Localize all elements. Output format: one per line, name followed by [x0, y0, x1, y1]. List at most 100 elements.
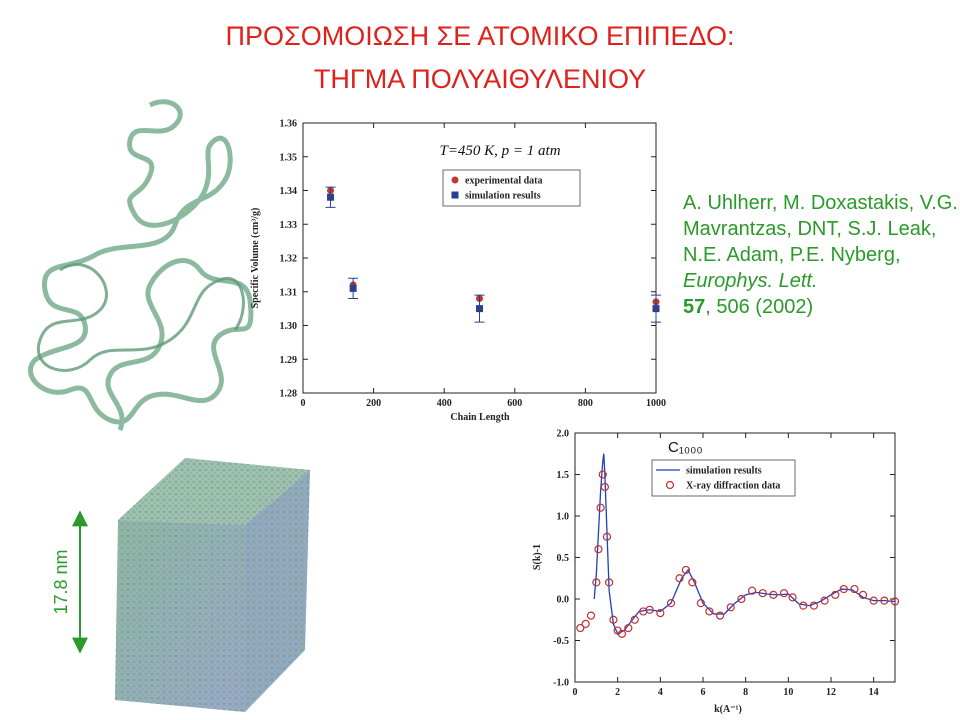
legend-label: X-ray diffraction data — [686, 481, 780, 492]
x-tick-label: 2 — [615, 687, 620, 698]
y-tick-label: 1.32 — [280, 254, 298, 265]
x-tick-label: 200 — [366, 398, 381, 409]
legend-label: simulation results — [686, 466, 762, 477]
citation-journal: Europhys. Lett. — [683, 270, 818, 292]
y-tick-label: -0.5 — [553, 636, 569, 647]
data-point — [880, 596, 889, 605]
data-point — [696, 599, 705, 608]
cube-image — [115, 458, 310, 712]
y-tick-label: 2.0 — [557, 429, 570, 440]
data-point — [681, 565, 691, 575]
data-point — [769, 590, 778, 599]
y-tick-label: 0.0 — [557, 595, 570, 606]
citation: A. Uhlherr, M. Doxastakis, V.G. Mavrantz… — [683, 190, 958, 320]
data-point — [737, 594, 746, 604]
data-point — [758, 589, 767, 598]
data-point — [602, 532, 612, 541]
legend-swatch — [451, 191, 459, 199]
data-point — [624, 623, 633, 633]
x-tick-label: 12 — [826, 687, 836, 698]
data-point — [656, 609, 665, 618]
y-axis-label: S(k)-1 — [532, 544, 543, 570]
data-point — [839, 584, 848, 594]
x-tick-label: 0 — [301, 398, 306, 409]
annotation: C₁₀₀₀ — [668, 439, 703, 456]
x-tick-label: 0 — [573, 687, 578, 698]
legend-swatch — [665, 480, 675, 490]
x-tick-label: 6 — [701, 687, 706, 698]
y-tick-label: 1.5 — [557, 470, 570, 481]
data-point — [688, 578, 697, 587]
data-point — [592, 578, 601, 587]
data-point — [788, 593, 797, 602]
x-tick-label: 1000 — [646, 398, 666, 409]
y-tick-label: 1.31 — [280, 287, 298, 298]
data-point — [799, 601, 808, 610]
polymer-chain-image — [28, 99, 254, 431]
data-point — [747, 586, 757, 595]
data-point — [605, 578, 614, 587]
data-point — [586, 611, 596, 620]
data-point — [596, 503, 605, 512]
data-point — [726, 603, 735, 612]
legend-box — [442, 169, 581, 207]
data-point — [476, 305, 483, 313]
data-point — [609, 615, 618, 624]
slide-title-line: ΠΡΟΣΟΜΟΙΩΣΗ ΣΕ ΑΤΟΜΙΚΟ ΕΠΙΠΕΔΟ: — [226, 21, 735, 51]
data-point — [617, 629, 627, 638]
data-point — [598, 470, 607, 479]
x-tick-label: 14 — [869, 687, 879, 698]
data-line — [593, 453, 896, 635]
y-tick-label: 1.30 — [280, 321, 298, 332]
y-tick-label: 0.5 — [557, 553, 570, 564]
y-tick-label: -1.0 — [553, 678, 569, 689]
data-point — [645, 605, 654, 614]
data-point — [600, 482, 609, 492]
x-tick-label: 4 — [658, 687, 663, 698]
plot-frame — [302, 122, 657, 394]
citation-pages: , 506 (2002) — [705, 296, 814, 318]
x-tick-label: 400 — [437, 398, 452, 409]
data-point — [581, 619, 590, 629]
data-point — [850, 584, 859, 594]
data-point — [820, 596, 829, 605]
y-tick-label: 1.33 — [280, 220, 298, 231]
citation-authors: A. Uhlherr, M. Doxastakis, V.G. Mavrantz… — [683, 192, 958, 266]
y-tick-label: 1.29 — [280, 355, 298, 366]
y-tick-label: 1.0 — [557, 512, 570, 523]
x-tick-label: 800 — [578, 398, 593, 409]
data-point — [869, 596, 878, 605]
scale-label: 17.8 nm — [51, 549, 71, 614]
data-point — [349, 284, 357, 292]
y-tick-label: 1.34 — [280, 186, 298, 197]
y-tick-label: 1.36 — [280, 119, 298, 130]
data-point — [666, 599, 676, 608]
legend-box — [651, 459, 796, 497]
data-point — [327, 193, 335, 201]
slide-title-line: ΤΗΓΜΑ ΠΟΛΥΑΙΘΥΛΕΝΙΟΥ — [314, 64, 646, 94]
y-axis-label: Specific Volume (cm³/g) — [250, 208, 261, 309]
data-point — [779, 589, 789, 598]
x-tick-label: 600 — [507, 398, 522, 409]
data-point — [652, 305, 660, 313]
data-point — [594, 545, 603, 554]
legend-label: simulation results — [465, 191, 541, 202]
citation-volume: 57 — [683, 296, 706, 318]
data-point — [858, 590, 868, 599]
data-point — [715, 611, 725, 620]
data-point — [675, 574, 684, 583]
polymer-chain-image — [36, 263, 245, 372]
x-axis-label: Chain Length — [450, 412, 510, 423]
y-tick-label: 1.28 — [280, 389, 298, 400]
y-tick-label: 1.35 — [280, 152, 298, 163]
annotation: T=450 K, p = 1 atm — [439, 143, 560, 159]
data-point — [705, 607, 714, 616]
legend-label: experimental data — [465, 176, 543, 187]
data-point — [831, 590, 840, 599]
x-axis-label: k(A⁻¹) — [714, 704, 742, 715]
data-point — [576, 623, 585, 633]
data-point — [630, 615, 639, 624]
legend-swatch — [451, 176, 459, 184]
